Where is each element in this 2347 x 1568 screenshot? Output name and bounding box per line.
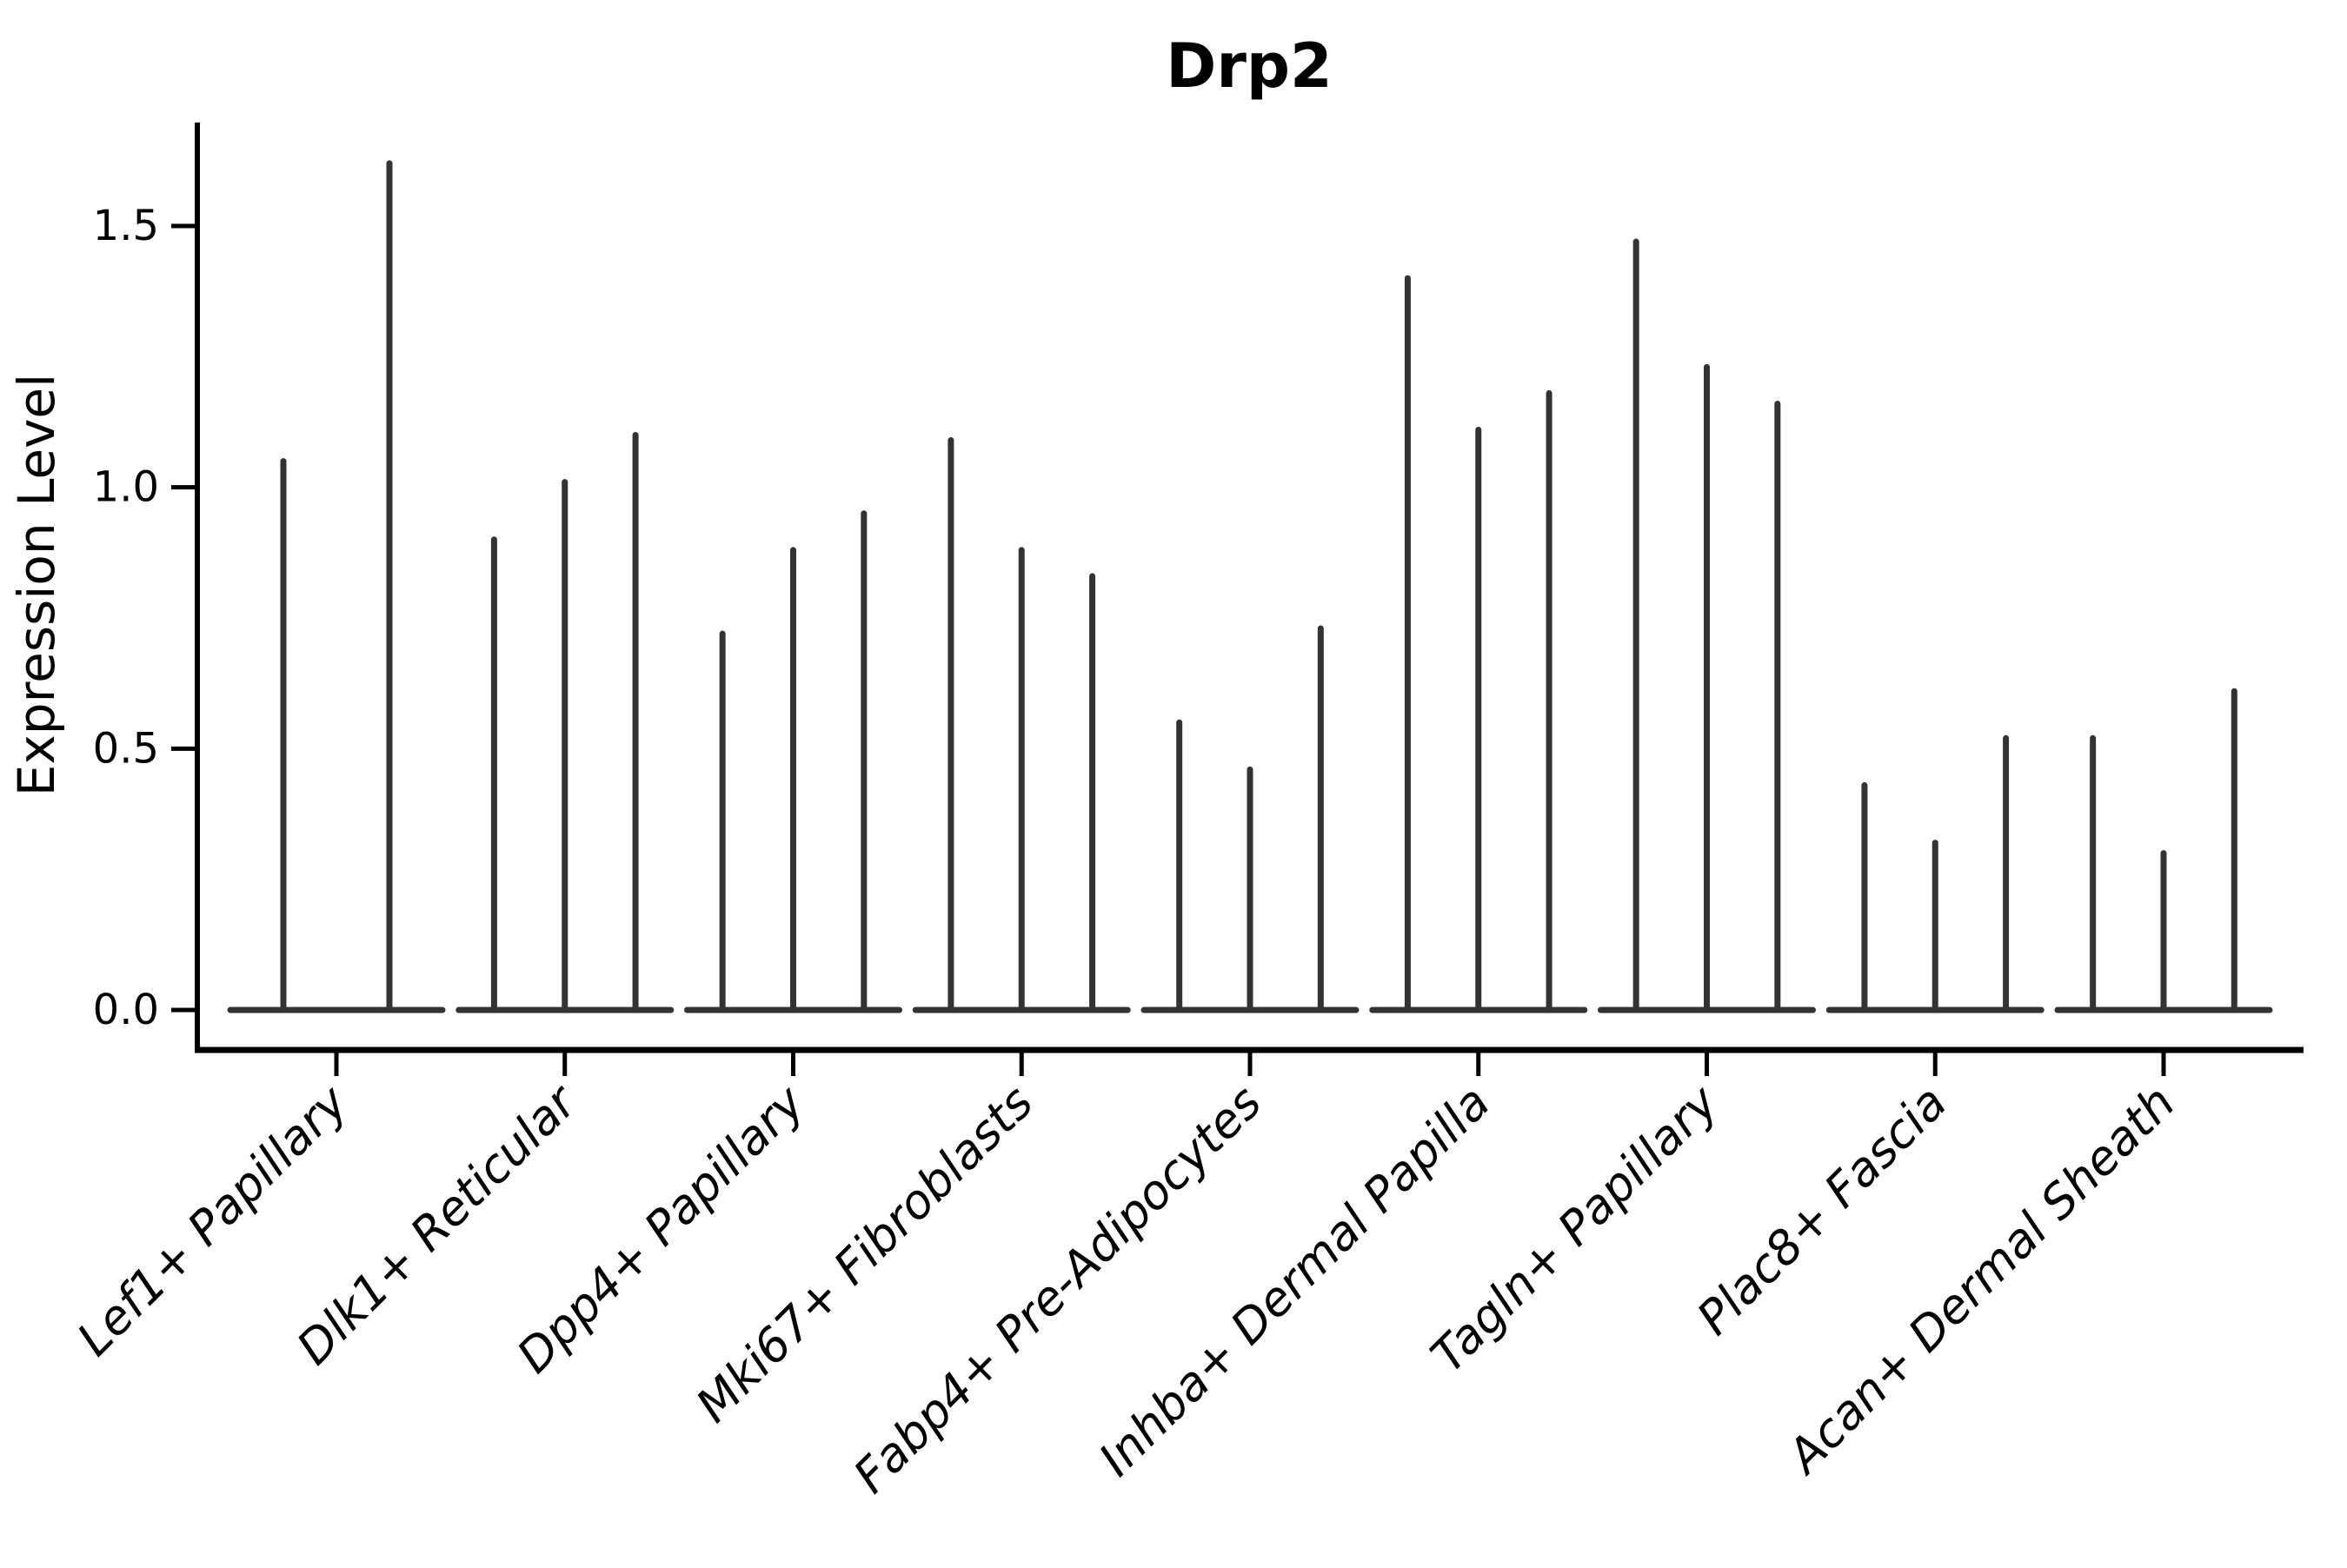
y-tick-label: 0.0 bbox=[93, 986, 159, 1034]
y-tick-label: 0.5 bbox=[93, 724, 159, 773]
chart-title: Drp2 bbox=[1166, 30, 1332, 102]
axes-layer bbox=[171, 123, 2304, 1076]
violin-layer bbox=[227, 160, 2273, 1013]
y-tick-label: 1.0 bbox=[93, 463, 159, 512]
y-axis-label: Expression Level bbox=[7, 374, 66, 796]
y-tick-label: 1.5 bbox=[93, 202, 159, 250]
